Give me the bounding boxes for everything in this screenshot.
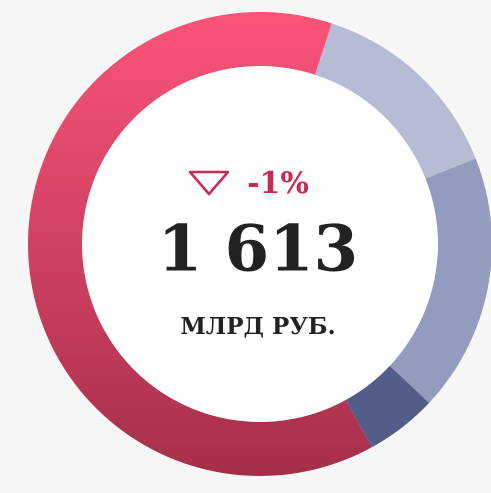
donut-segment <box>389 158 491 403</box>
down-triangle-icon <box>188 170 230 196</box>
unit-label: МЛРД РУБ. <box>180 313 335 340</box>
donut-segment <box>315 23 476 179</box>
total-label: 1 613 <box>158 212 358 287</box>
donut <box>28 11 491 476</box>
donut-hole <box>82 66 438 422</box>
change-label: -1% <box>247 166 309 201</box>
donut-segment <box>345 365 430 448</box>
donut-segment <box>28 11 372 476</box>
